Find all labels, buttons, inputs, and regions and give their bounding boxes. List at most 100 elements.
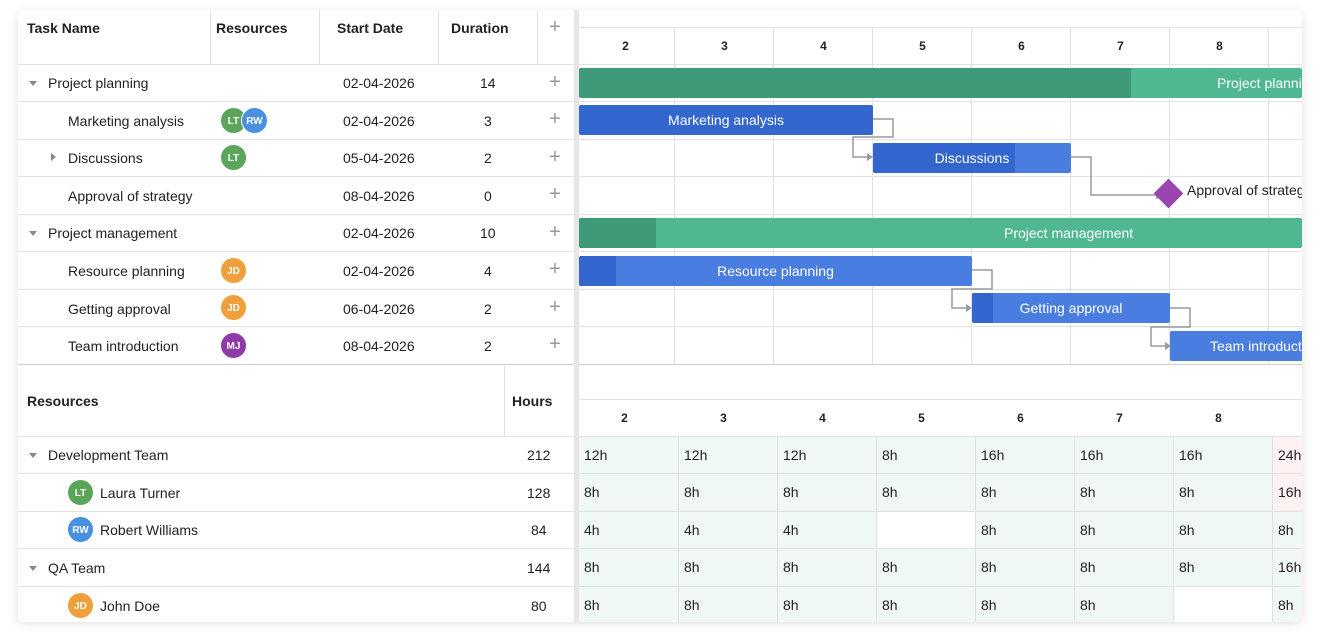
task-duration: 10 xyxy=(480,225,496,241)
col-start-date[interactable]: Start Date xyxy=(337,20,404,36)
histogram-cell xyxy=(1173,587,1272,622)
collapse-icon[interactable] xyxy=(29,453,37,458)
resource-name: John Doe xyxy=(100,598,160,614)
add-subtask-icon[interactable]: + xyxy=(549,221,561,243)
bar-label: Resource planning xyxy=(717,263,834,279)
collapse-icon[interactable] xyxy=(29,566,37,571)
histogram-cell: 8h xyxy=(678,587,777,622)
day-header: 4 xyxy=(820,39,827,53)
histogram-cell: 8h xyxy=(1074,474,1173,511)
histogram-cell: 12h xyxy=(579,437,678,474)
col-task-name[interactable]: Task Name xyxy=(27,20,100,36)
resource-name: QA Team xyxy=(48,560,106,576)
day-header: 4 xyxy=(819,411,826,425)
add-subtask-icon[interactable]: + xyxy=(549,108,561,130)
task-duration: 0 xyxy=(484,188,492,204)
day-header: 5 xyxy=(918,411,925,425)
histogram-cell: 8h xyxy=(876,587,975,622)
histogram-cell: 8h xyxy=(1272,587,1302,622)
task-duration: 4 xyxy=(484,263,492,279)
task-name: Marketing analysis xyxy=(68,113,184,129)
add-subtask-icon[interactable]: + xyxy=(549,183,561,205)
resource-name: Development Team xyxy=(48,447,169,463)
summary-bar[interactable]: Project management xyxy=(579,218,1302,248)
bar-label: Team introduction xyxy=(1210,338,1302,354)
task-name: Team introduction xyxy=(68,338,179,354)
add-subtask-icon[interactable]: + xyxy=(549,333,561,355)
task-duration: 2 xyxy=(484,338,492,354)
task-bar[interactable]: Marketing analysis xyxy=(579,105,873,135)
task-start: 02-04-2026 xyxy=(343,75,415,91)
progress-fill xyxy=(873,143,1015,173)
task-bar[interactable]: Getting approval xyxy=(972,293,1170,323)
day-header: 8 xyxy=(1216,39,1223,53)
col-resources[interactable]: Resources xyxy=(216,20,288,36)
histogram-cell: 16h xyxy=(1173,437,1272,474)
histogram-cell: 8h xyxy=(876,474,975,511)
resource-name: Robert Williams xyxy=(100,522,199,538)
task-duration: 2 xyxy=(484,150,492,166)
add-subtask-icon[interactable]: + xyxy=(549,146,561,168)
col-duration[interactable]: Duration xyxy=(451,20,509,36)
avatar: MJ xyxy=(220,332,247,359)
histogram-cell: 8h xyxy=(777,549,876,586)
histogram-cell: 8h xyxy=(975,549,1074,586)
progress-fill xyxy=(579,218,656,248)
col-resources-name[interactable]: Resources xyxy=(27,393,99,409)
add-column-icon[interactable]: + xyxy=(549,16,561,38)
histogram-cell xyxy=(876,512,975,549)
summary-bar[interactable]: Project planning xyxy=(579,68,1302,98)
add-subtask-icon[interactable]: + xyxy=(549,71,561,93)
histogram-cell: 8h xyxy=(1272,512,1302,549)
day-header: 7 xyxy=(1116,411,1123,425)
bar-label: Discussions xyxy=(934,150,1010,166)
add-subtask-icon[interactable]: + xyxy=(549,296,561,318)
collapse-icon[interactable] xyxy=(29,231,37,236)
histogram-cell: 8h xyxy=(678,549,777,586)
avatar: JD xyxy=(220,294,247,321)
day-header: 2 xyxy=(622,39,629,53)
histogram-cell: 8h xyxy=(1173,549,1272,586)
task-name: Discussions xyxy=(68,150,143,166)
bar-label: Project management xyxy=(1004,225,1134,241)
bar-label: Getting approval xyxy=(1019,300,1123,316)
avatar: JD xyxy=(220,257,247,284)
add-subtask-icon[interactable]: + xyxy=(549,258,561,280)
histogram-cell: 16h xyxy=(975,437,1074,474)
histogram-cell: 8h xyxy=(678,474,777,511)
avatar: LT xyxy=(220,144,247,171)
collapse-icon[interactable] xyxy=(29,81,37,86)
histogram-cell: 8h xyxy=(1074,549,1173,586)
bar-label: Project planning xyxy=(1217,75,1302,91)
task-bar[interactable]: Resource planning xyxy=(579,256,972,286)
task-start: 05-04-2026 xyxy=(343,150,415,166)
task-bar[interactable]: Discussions xyxy=(873,143,1071,173)
task-start: 02-04-2026 xyxy=(343,113,415,129)
grid-splitter[interactable] xyxy=(574,10,579,622)
task-bar[interactable]: Team introduction xyxy=(1170,331,1302,361)
progress-fill xyxy=(579,256,616,286)
histogram-cell: 12h xyxy=(777,437,876,474)
histogram-cell: 8h xyxy=(876,437,975,474)
expand-icon[interactable] xyxy=(51,153,56,161)
task-name: Resource planning xyxy=(68,263,185,279)
resource-hours: 80 xyxy=(531,598,547,614)
col-hours[interactable]: Hours xyxy=(512,393,553,409)
day-header: 7 xyxy=(1117,39,1124,53)
histogram-cell: 16h xyxy=(1272,549,1302,586)
histogram-cell: 8h xyxy=(1074,587,1173,622)
task-name: Project planning xyxy=(48,75,149,91)
histogram-cell: 16h xyxy=(1074,437,1173,474)
avatar: LT xyxy=(67,479,94,506)
histogram-cell: 12h xyxy=(678,437,777,474)
task-duration: 3 xyxy=(484,113,492,129)
task-start: 06-04-2026 xyxy=(343,301,415,317)
avatar: RW xyxy=(241,107,268,134)
histogram-cell: 8h xyxy=(579,474,678,511)
task-start: 08-04-2026 xyxy=(343,338,415,354)
avatar: JD xyxy=(67,592,94,619)
task-name: Approval of strategy xyxy=(68,188,193,204)
day-header: 8 xyxy=(1215,411,1222,425)
day-header: 6 xyxy=(1018,39,1025,53)
resource-name: Laura Turner xyxy=(100,485,181,501)
